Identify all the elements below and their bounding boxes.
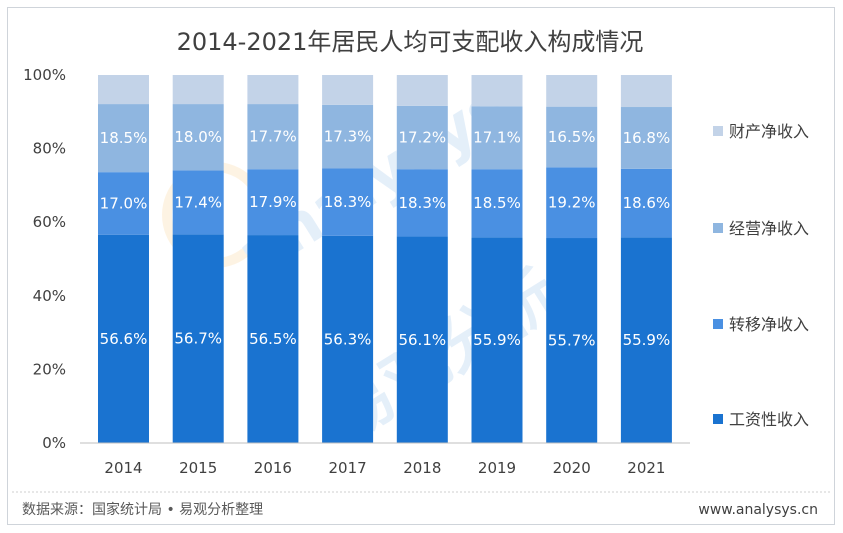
bar-segment [471,75,523,107]
legend-label: 经营净收入 [729,219,809,238]
bar-segment [546,75,598,107]
data-label: 19.2% [548,194,596,212]
bar-segment [172,104,224,171]
y-tick-label: 60% [33,213,66,231]
bar-segment [172,234,224,443]
bar-segment [471,237,523,443]
bar-segment [247,75,299,105]
data-label: 17.4% [174,193,222,211]
data-label: 56.7% [174,330,222,348]
bar-segment [322,235,374,443]
bar-segment [546,106,598,168]
data-label: 17.0% [100,194,148,212]
x-tick-label: 2019 [478,459,516,477]
legend-swatch [713,414,723,424]
y-tick-label: 100% [23,66,66,84]
x-tick-label: 2015 [179,459,217,477]
data-label: 56.1% [398,331,446,349]
bar-segment [322,168,374,236]
bar-segment [172,170,224,235]
data-label: 56.3% [324,330,372,348]
bar-segment [247,235,299,443]
data-label: 55.7% [548,332,596,350]
x-axis: 2014 2015 2016 2017 2018 2019 2020 2021 [104,459,665,477]
x-tick-label: 2016 [254,459,292,477]
source-note: 数据来源：国家统计局 • 易观分析整理 [22,501,263,518]
bar-segment [471,106,523,170]
y-tick-label: 40% [33,287,66,305]
site-url: www.analysys.cn [698,502,818,518]
data-label: 17.7% [249,128,297,146]
bar-segment [396,105,448,170]
bar-segment [471,169,523,238]
data-label: 17.2% [398,129,446,147]
x-tick-label: 2017 [329,459,367,477]
x-tick-label: 2014 [104,459,142,477]
bar-segment [98,75,149,105]
legend-swatch [713,126,723,136]
y-tick-label: 0% [42,434,66,452]
data-label: 17.1% [473,129,521,147]
legend-label: 工资性收入 [729,410,809,429]
bars: 56.6% 17.0% 18.5% 56.7% 17.4% 18.0% 56.5% 17.9%… [98,75,672,443]
data-label: 18.0% [174,128,222,146]
bar-segment [172,75,224,105]
data-label: 56.5% [249,330,297,348]
x-tick-label: 2018 [403,459,441,477]
bar-segment [546,238,598,443]
legend-swatch [713,223,723,233]
data-label: 18.5% [473,194,521,212]
data-label: 16.8% [623,129,671,147]
bar-segment [620,168,672,238]
bar-segment [98,172,149,235]
bar-segment [620,107,672,169]
data-label: 18.3% [324,193,372,211]
data-label: 55.9% [473,331,521,349]
y-axis: 0% 20% 40% 60% 80% 100% [23,66,66,452]
bar-segment [98,234,149,443]
bar-segment [546,167,598,239]
bar-segment [620,75,672,108]
data-label: 56.6% [100,330,148,348]
chart-title: 2014-2021年居民人均可支配收入构成情况 [177,28,644,56]
bar-segment [98,104,149,173]
y-tick-label: 20% [33,360,66,378]
bar-segment [322,75,374,105]
bar-segment [396,169,448,237]
bar-segment [620,237,672,443]
bar-segment [247,169,299,236]
bar-segment [396,236,448,443]
y-tick-label: 80% [33,140,66,158]
data-label: 16.5% [548,128,596,146]
bar-segment [396,75,448,106]
data-label: 17.3% [324,128,372,146]
data-label: 18.5% [100,129,148,147]
bar-segment [322,104,374,169]
x-tick-label: 2021 [627,459,665,477]
bar-segment [247,104,299,170]
data-label: 18.6% [623,194,671,212]
data-label: 17.9% [249,193,297,211]
legend-swatch [713,319,723,329]
legend-label: 转移净收入 [729,315,809,334]
x-tick-label: 2020 [553,459,591,477]
data-label: 18.3% [398,194,446,212]
data-label: 55.9% [623,331,671,349]
legend-label: 财产净收入 [729,122,809,141]
